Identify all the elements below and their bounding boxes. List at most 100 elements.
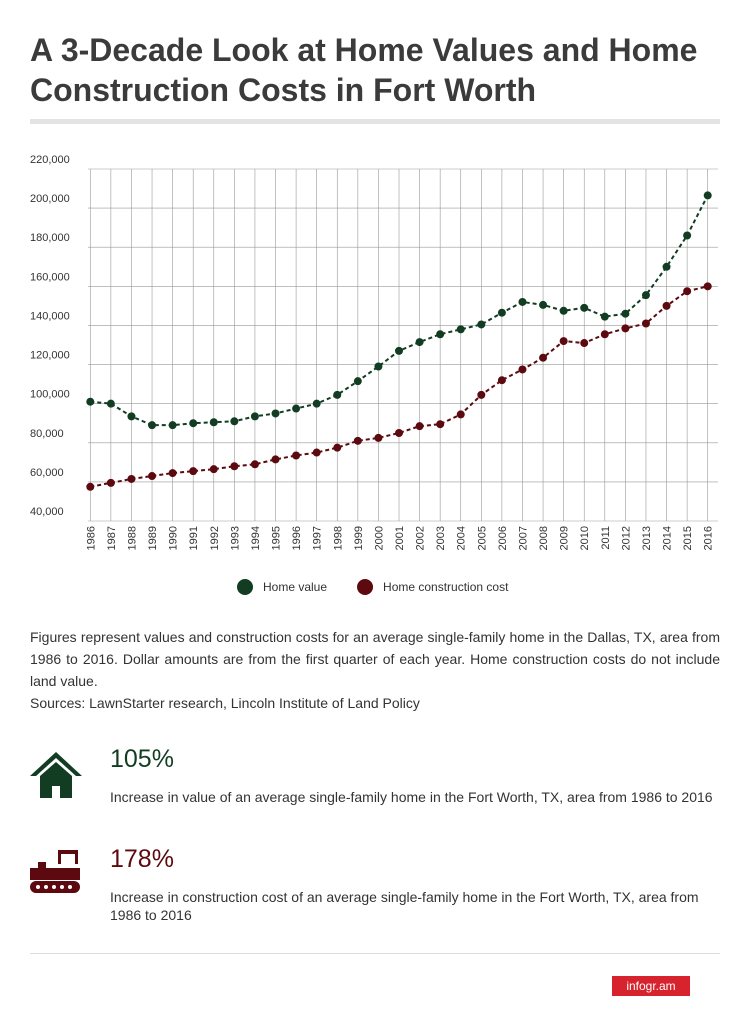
data-point <box>353 436 362 445</box>
x-tick-label: 1992 <box>209 526 221 550</box>
x-tick-label: 1998 <box>332 526 344 550</box>
x-tick-label: 2002 <box>415 526 427 550</box>
x-tick-label: 1987 <box>106 526 118 550</box>
data-point <box>312 448 321 457</box>
data-point <box>271 455 280 464</box>
data-point <box>662 262 671 271</box>
y-tick-label: 160,000 <box>30 271 70 283</box>
legend-label: Home construction cost <box>383 580 509 594</box>
x-tick-label: 2005 <box>476 526 488 550</box>
x-tick-label: 1986 <box>85 526 97 550</box>
data-point <box>353 377 362 386</box>
data-point <box>539 353 548 362</box>
x-tick-label: 1990 <box>168 526 180 550</box>
chart: 40,000 60,000 80,000 100,000 120,000 140,000 1… <box>30 154 718 595</box>
y-tick-label: 120,000 <box>30 350 70 362</box>
data-point <box>539 300 548 309</box>
title-rule <box>30 119 720 124</box>
data-point <box>209 465 218 474</box>
x-tick-label: 2011 <box>600 526 612 550</box>
data-point <box>662 301 671 310</box>
data-point <box>106 478 115 487</box>
data-point <box>127 412 136 421</box>
y-tick-label: 100,000 <box>30 389 70 401</box>
x-tick-label: 2015 <box>682 526 694 550</box>
data-point <box>497 308 506 317</box>
y-tick-label: 140,000 <box>30 310 70 322</box>
x-tick-label: 1988 <box>126 526 138 550</box>
data-point <box>292 404 301 413</box>
data-point <box>86 482 95 491</box>
legend-marker <box>237 579 253 595</box>
data-point <box>106 399 115 408</box>
data-point <box>559 306 568 315</box>
data-point <box>127 474 136 483</box>
data-point <box>374 433 383 442</box>
y-tick-label: 80,000 <box>30 428 64 440</box>
data-point <box>621 324 630 333</box>
logo: infogr.am <box>612 976 690 996</box>
data-point <box>189 467 198 476</box>
title: A 3-Decade Look at Home Values and Home … <box>30 32 698 108</box>
data-point <box>456 325 465 334</box>
x-tick-label: 1993 <box>229 526 241 550</box>
data-point <box>477 390 486 399</box>
x-tick-label: 2006 <box>497 526 509 550</box>
data-point <box>395 429 403 437</box>
data-point <box>415 338 424 347</box>
data-point <box>148 421 157 430</box>
data-point <box>271 409 280 418</box>
x-tick-label: 2007 <box>517 526 529 550</box>
data-point <box>168 469 177 478</box>
data-point <box>250 460 259 469</box>
y-tick-label: 220,000 <box>30 154 70 166</box>
x-tick-label: 1997 <box>312 526 324 550</box>
data-point <box>600 330 609 339</box>
x-tick-label: 2012 <box>620 526 632 550</box>
data-point <box>209 418 218 427</box>
data-point <box>230 417 239 426</box>
x-tick-label: 2000 <box>373 526 385 550</box>
x-tick-label: 2013 <box>641 526 653 550</box>
data-point <box>477 320 486 329</box>
data-point <box>436 330 445 339</box>
y-tick-label: 60,000 <box>30 467 64 479</box>
data-point <box>600 312 609 321</box>
data-point <box>312 399 321 408</box>
data-point <box>683 231 692 240</box>
y-tick-label: 40,000 <box>30 506 64 518</box>
data-point <box>292 451 301 460</box>
data-point <box>415 422 424 431</box>
legend-label: Home value <box>263 580 327 594</box>
y-tick-label: 200,000 <box>30 193 70 205</box>
data-point <box>703 282 712 291</box>
data-point <box>333 390 342 399</box>
data-point <box>189 419 198 428</box>
data-point <box>86 397 95 406</box>
data-point <box>518 365 527 374</box>
data-point <box>497 376 506 385</box>
data-point <box>456 410 465 419</box>
x-tick-label: 2010 <box>579 526 591 550</box>
data-point <box>518 297 527 306</box>
x-tick-label: 2003 <box>435 526 447 550</box>
data-point <box>580 339 589 348</box>
x-tick-label: 1999 <box>353 526 365 550</box>
house-icon <box>30 752 82 798</box>
x-tick-label: 2001 <box>394 526 406 550</box>
stat-value: 105% <box>110 745 174 773</box>
data-point <box>641 319 650 328</box>
data-point <box>580 303 589 312</box>
data-point <box>683 287 692 296</box>
stat-value: 178% <box>110 845 174 873</box>
legend-marker <box>357 579 374 595</box>
y-tick-label: 180,000 <box>30 232 70 244</box>
x-tick-label: 2004 <box>456 526 468 550</box>
data-point <box>250 412 259 421</box>
data-point <box>148 472 157 481</box>
data-point <box>374 362 383 371</box>
x-tick-label: 1995 <box>271 526 283 550</box>
x-tick-label: 2008 <box>538 526 550 550</box>
data-point <box>621 309 630 318</box>
divider <box>30 953 720 954</box>
